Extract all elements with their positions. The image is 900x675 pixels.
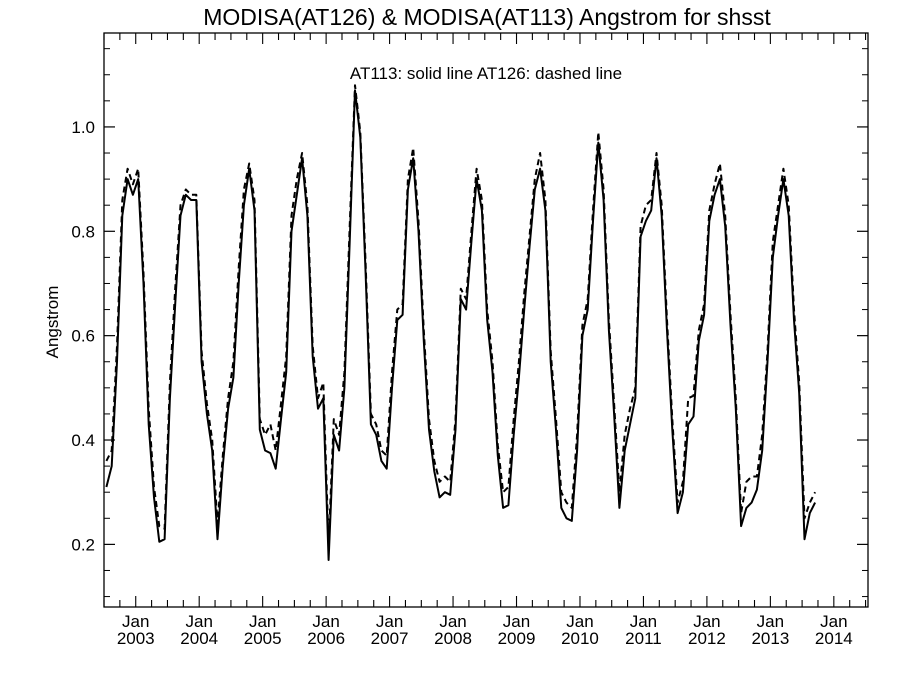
x-tick-label-month: Jan (820, 612, 847, 631)
legend-annotation: AT113: solid line AT126: dashed line (350, 64, 622, 83)
x-tick-label-year: 2010 (561, 629, 599, 648)
x-tick-label-month: Jan (122, 612, 149, 631)
x-tick-label-year: 2009 (498, 629, 536, 648)
y-axis-label: Angstrom (43, 286, 62, 359)
x-tick-label-year: 2013 (751, 629, 789, 648)
y-tick-label: 0.2 (71, 535, 95, 554)
x-tick-label-month: Jan (566, 612, 593, 631)
x-tick-label-year: 2005 (244, 629, 282, 648)
y-tick-label: 0.6 (71, 327, 95, 346)
x-tick-label-year: 2011 (625, 629, 662, 648)
x-tick-label-month: Jan (312, 612, 339, 631)
x-tick-label-year: 2008 (434, 629, 472, 648)
y-tick-label: 1.0 (71, 118, 95, 137)
x-tick-label-year: 2007 (371, 629, 409, 648)
x-tick-label-year: 2003 (117, 629, 155, 648)
plot-area: 0.20.40.60.81.0Jan2003Jan2004Jan2005Jan2… (71, 32, 869, 648)
x-tick-label-month: Jan (249, 612, 276, 631)
x-tick-label-month: Jan (185, 612, 212, 631)
y-tick-label: 0.4 (71, 431, 95, 450)
x-tick-label-month: Jan (630, 612, 657, 631)
x-tick-label-year: 2004 (180, 629, 218, 648)
chart-title: MODISA(AT126) & MODISA(AT113) Angstrom f… (203, 4, 771, 30)
plot-frame (103, 32, 869, 608)
x-tick-label-year: 2012 (688, 629, 726, 648)
x-tick-label-month: Jan (439, 612, 466, 631)
series-line-at126 (105, 84, 816, 546)
x-tick-label-month: Jan (376, 612, 403, 631)
x-tick-label-month: Jan (757, 612, 784, 631)
x-tick-label-month: Jan (693, 612, 720, 631)
x-tick-label-year: 2006 (307, 629, 345, 648)
y-tick-label: 0.8 (71, 222, 95, 241)
x-tick-label-year: 2014 (815, 629, 853, 648)
x-tick-label-month: Jan (503, 612, 530, 631)
